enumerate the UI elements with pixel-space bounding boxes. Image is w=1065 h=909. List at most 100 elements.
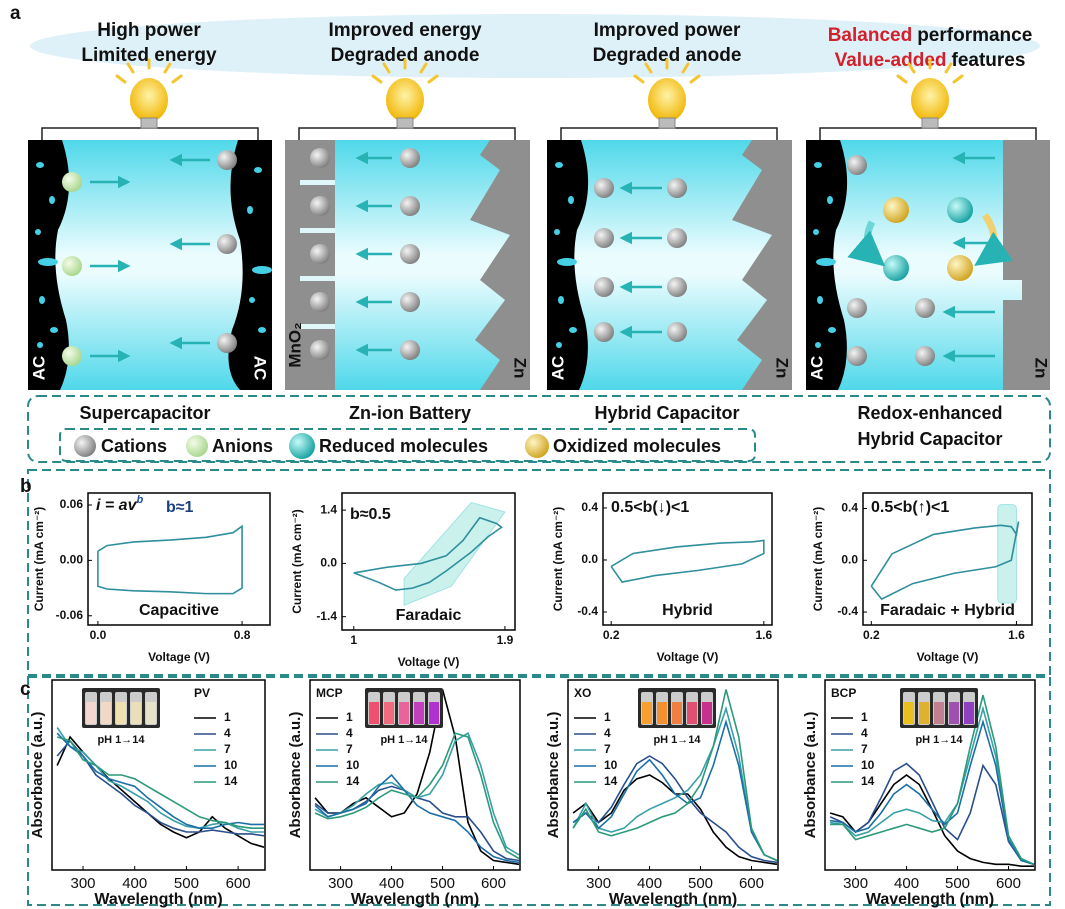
series-line — [56, 735, 265, 848]
x-axis-label: Wavelength (nm) — [94, 891, 222, 908]
legend-box — [27, 395, 1051, 463]
inset-label: pH 1→14 — [380, 734, 428, 746]
legend-label: Oxidized molecules — [553, 436, 721, 456]
series-line — [353, 516, 503, 591]
y-tick-label: 0.0 — [320, 556, 337, 570]
ion — [594, 178, 614, 198]
x-tick-label: 500 — [945, 875, 970, 892]
legend-label: 7 — [346, 742, 353, 756]
legend-swatch — [186, 435, 208, 457]
vial-liquid — [919, 702, 929, 724]
pore — [49, 196, 55, 204]
vial-liquid — [369, 702, 379, 724]
y-tick-label: 0.4 — [581, 500, 598, 514]
ion — [915, 346, 935, 366]
device-name: Hybrid Capacitor — [857, 429, 1002, 449]
curve-label: Capacitive — [139, 602, 219, 619]
x-tick-label: 400 — [122, 875, 147, 892]
bulb — [130, 78, 168, 122]
curve-label: Faradaic — [396, 607, 462, 624]
x-tick-label: 1.6 — [755, 628, 772, 642]
x-tick-label: 1.6 — [1008, 628, 1025, 642]
wire — [819, 127, 1037, 140]
y-tick-label: 0.06 — [60, 497, 84, 511]
pore — [247, 206, 253, 214]
pore — [254, 167, 262, 173]
pore — [814, 162, 822, 168]
ion — [400, 340, 420, 360]
cell-title: Limited energy — [81, 45, 217, 66]
pore — [815, 342, 821, 348]
ion — [62, 346, 82, 366]
bulb-base — [140, 117, 158, 129]
inset-label: pH 1→14 — [97, 734, 145, 746]
bulb-rays — [896, 58, 964, 84]
electrode-label: Zn — [773, 358, 792, 379]
y-tick-label: 0.4 — [841, 501, 858, 515]
electrode-label: MnO₂ — [285, 322, 304, 367]
device-name: Hybrid Capacitor — [594, 403, 739, 423]
ion — [883, 255, 909, 281]
chart-title: MCP — [316, 686, 343, 700]
x-tick-label: 0.2 — [863, 628, 880, 642]
ion — [947, 197, 973, 223]
cell-drawings — [28, 58, 1050, 390]
series-line — [314, 689, 520, 866]
annotation: 0.5<b(↑)<1 — [871, 499, 949, 516]
curve-label: Hybrid — [662, 602, 713, 619]
cell-title: Degraded anode — [331, 45, 480, 66]
x-axis-label: Voltage (V) — [657, 650, 719, 664]
ion — [62, 172, 82, 192]
panel-label: c — [20, 679, 31, 700]
y-axis-label: Absorbance (a.u.) — [802, 712, 819, 839]
title-highlight: Value-added — [835, 50, 947, 71]
bulb — [648, 78, 686, 122]
highlight — [403, 501, 506, 607]
cell-title: Balanced performance — [828, 25, 1033, 46]
y-tick-label: -0.4 — [577, 604, 598, 618]
legend-label: 4 — [861, 726, 868, 740]
pore — [817, 296, 823, 304]
y-axis-label: Current (mA cm⁻²) — [811, 507, 825, 612]
legend-label: 10 — [224, 758, 238, 772]
ion — [310, 196, 330, 216]
x-tick-label: 300 — [586, 875, 611, 892]
plot-frame — [824, 679, 1036, 871]
legend-label: 1 — [604, 710, 611, 724]
cell-title: Improved energy — [328, 20, 482, 41]
x-tick-label: 0.8 — [234, 628, 251, 642]
pore — [568, 196, 574, 204]
annotation: b≈0.5 — [350, 506, 391, 523]
x-tick-label: 300 — [328, 875, 353, 892]
ion — [62, 256, 82, 276]
pore — [555, 162, 563, 168]
ion — [400, 292, 420, 312]
chart-title: XO — [574, 686, 591, 700]
legend-swatch — [289, 433, 315, 459]
slit — [300, 276, 335, 281]
vial-liquid — [384, 702, 394, 724]
series-line — [572, 705, 778, 862]
title-highlight: Balanced — [828, 25, 912, 46]
x-tick-label: 300 — [71, 875, 96, 892]
x-tick-label: 400 — [894, 875, 919, 892]
vial-liquid — [399, 702, 409, 724]
legend-label: Cations — [101, 436, 167, 456]
pore — [557, 258, 577, 266]
y-tick-label: 0.0 — [841, 552, 858, 566]
legend-label: 14 — [604, 774, 618, 788]
legend-label: 14 — [224, 774, 238, 788]
ion — [217, 234, 237, 254]
plot-frame — [567, 679, 779, 871]
x-axis-label: Voltage (V) — [917, 650, 979, 664]
vial-liquid — [687, 702, 697, 724]
ion — [310, 148, 330, 168]
series-line — [56, 736, 264, 829]
legend-label: 4 — [224, 726, 231, 740]
x-axis-label: Voltage (V) — [148, 650, 210, 664]
bulb-rays — [633, 58, 701, 84]
x-tick-label: 500 — [174, 875, 199, 892]
legend-label: 14 — [861, 774, 875, 788]
y-axis-label: Absorbance (a.u.) — [29, 712, 46, 839]
panel-b-box — [27, 469, 1051, 676]
